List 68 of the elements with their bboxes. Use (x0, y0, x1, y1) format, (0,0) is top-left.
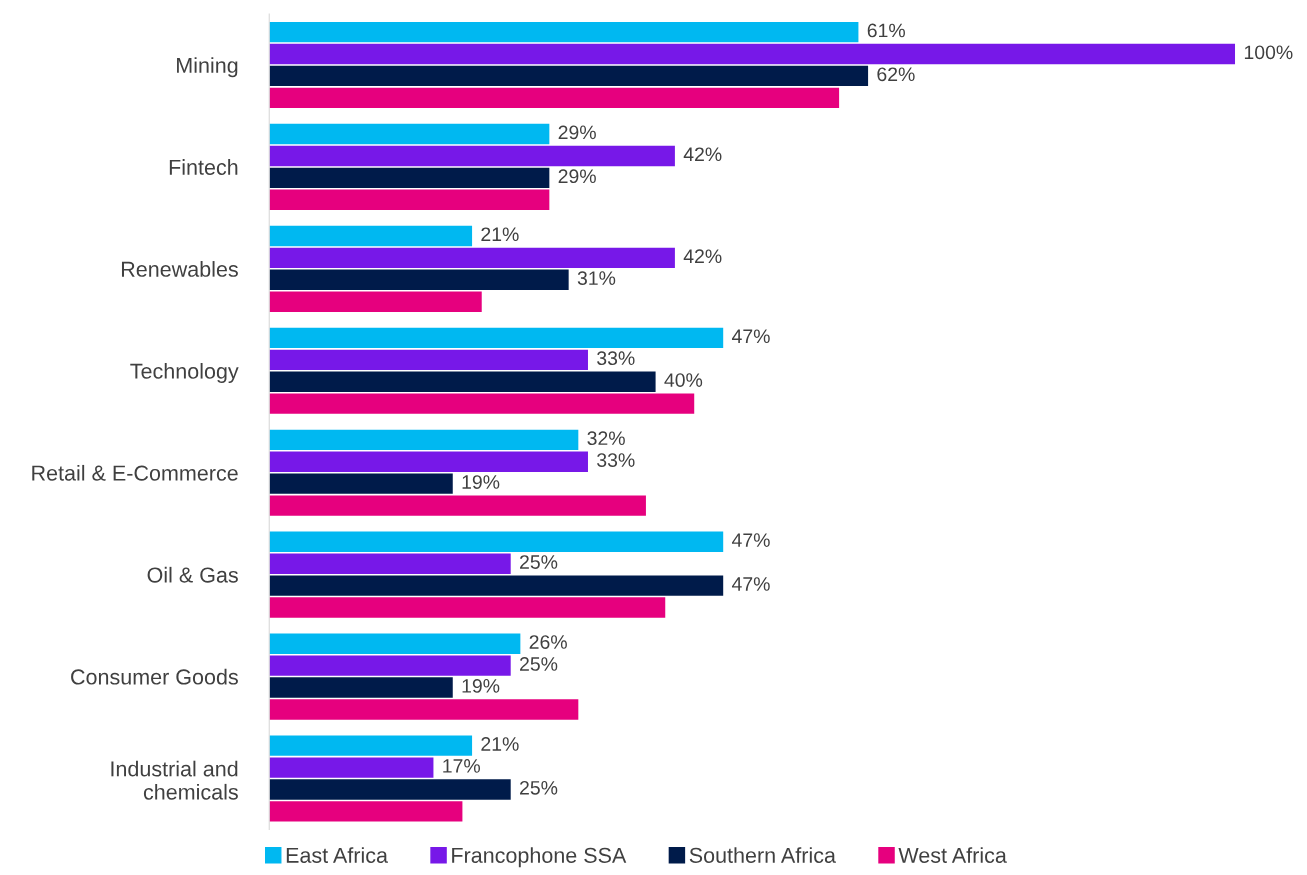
y-tick-label: Mining (177, 57, 238, 78)
y-tick-label: Technology (130, 362, 239, 384)
bar (269, 633, 521, 654)
legend-label: Southern Africa (689, 847, 836, 863)
bar (269, 597, 666, 618)
bar (269, 371, 656, 392)
bar (269, 167, 550, 189)
y-tick-label: Renewables (121, 261, 238, 277)
data-label: 47% (731, 577, 770, 591)
y-tick-label: Oil & Gas (147, 566, 238, 583)
bar (269, 735, 473, 756)
data-label: 33% (597, 453, 635, 467)
data-label: 19% (462, 679, 500, 693)
data-label: 42% (683, 147, 722, 162)
bar (269, 247, 675, 269)
data-label: 42% (683, 249, 722, 264)
bar (269, 145, 675, 167)
data-label: 25% (520, 555, 558, 569)
bar (269, 291, 482, 312)
data-label: 25% (520, 780, 558, 795)
bar (269, 655, 511, 676)
data-label: 47% (731, 533, 770, 547)
bar (269, 225, 473, 247)
data-label: 21% (481, 227, 519, 242)
bar (269, 429, 579, 451)
data-label: 26% (529, 635, 567, 649)
y-tick-label: Fintech (169, 159, 238, 175)
bar (269, 327, 724, 349)
data-label: 47% (731, 329, 770, 344)
bar (269, 123, 550, 145)
bar (269, 699, 579, 720)
data-label: 29% (558, 125, 596, 140)
legend-label: Francophone SSA (452, 847, 627, 868)
data-label: 62% (877, 67, 915, 82)
bar (269, 801, 463, 822)
data-label: 33% (597, 351, 635, 366)
bar (269, 393, 695, 414)
data-label: 17% (443, 759, 480, 773)
data-label: 25% (520, 657, 558, 671)
data-label: 29% (558, 169, 596, 184)
bar (269, 21, 859, 43)
bar (269, 189, 550, 210)
data-label: 100% (1244, 45, 1293, 60)
bar (269, 677, 453, 698)
bar (269, 87, 840, 109)
data-label: 19% (462, 475, 500, 489)
y-tick-label: Retail & E-Commerce (32, 464, 238, 481)
legend-label: East Africa (286, 847, 388, 863)
bar (269, 43, 1236, 65)
bar (269, 757, 434, 778)
bar (269, 349, 588, 371)
bar (269, 451, 588, 472)
bar (269, 779, 511, 800)
y-tick-label: Industrial and chemicals (111, 760, 238, 800)
data-label: 61% (867, 23, 905, 38)
legend-label: West Africa (898, 847, 1007, 863)
data-label: 21% (481, 737, 519, 751)
bar (269, 65, 869, 87)
data-label: 31% (577, 271, 616, 286)
bar (269, 269, 569, 290)
bar (269, 531, 724, 552)
bar (269, 575, 724, 596)
bar (269, 473, 453, 494)
data-label: 32% (587, 431, 625, 446)
bar (269, 553, 511, 574)
bar (269, 495, 646, 516)
y-tick-label: Consumer Goods (71, 668, 238, 685)
data-label: 40% (664, 373, 703, 387)
